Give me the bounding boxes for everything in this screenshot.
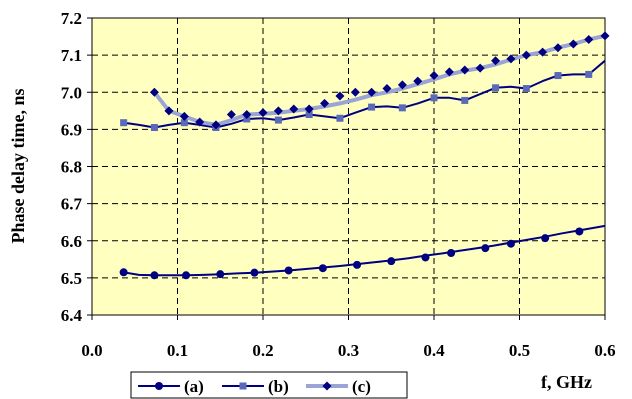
data-point [506,54,516,64]
legend-item-c: (c) [306,377,371,396]
series-group [119,31,610,280]
data-point [398,104,406,112]
data-point [226,110,236,120]
data-point [492,84,500,92]
data-point [461,96,469,104]
legend-item-b: (b) [222,377,289,396]
data-point [164,106,174,116]
y-axis-title: Phase delay time, ns [8,89,28,244]
data-point [304,104,314,114]
data-point [318,264,327,273]
data-point [522,85,530,93]
grid-lines [92,18,605,315]
x-tick-label: 0.4 [423,341,445,360]
data-point [521,50,531,60]
data-point [382,84,392,94]
data-point [353,260,362,269]
legend-label: (a) [184,377,204,396]
x-tick-label: 0.2 [252,341,273,360]
y-tick-label: 7.0 [61,83,82,102]
data-point [119,268,128,277]
y-tick-label: 6.6 [61,232,82,251]
data-point [584,35,594,45]
data-point [481,244,490,253]
x-tick-label: 0.6 [594,341,615,360]
data-point [195,117,205,127]
data-point [120,119,128,127]
data-point [180,119,188,127]
data-point [320,98,330,108]
y-axis-ticks: 6.4 6.5 6.6 6.7 6.8 6.9 7.0 7.1 7.2 [61,9,92,325]
legend: (a) (b) (c) [138,377,371,396]
data-point [305,111,313,119]
y-tick-label: 6.9 [61,120,82,139]
x-axis-ticks: 0.0 0.1 0.2 0.3 0.4 0.5 0.6 [81,315,616,360]
data-point [460,65,470,75]
data-point [367,87,377,97]
data-point [541,234,550,243]
data-point [421,253,430,262]
data-point [491,56,501,66]
data-point [554,72,562,80]
data-point [444,67,454,77]
data-point [211,120,221,130]
data-point [335,91,345,101]
series-b [120,59,606,132]
x-tick-label: 0.1 [167,341,188,360]
data-point [216,270,225,279]
legend-marker [239,382,247,390]
data-point [250,268,259,277]
legend-marker [155,382,163,390]
data-point [284,266,293,275]
data-point [150,124,158,132]
series-c [149,31,610,130]
data-point [149,87,159,97]
data-point [600,31,610,41]
series-a [119,224,606,280]
x-axis-title: f, GHz [541,372,592,392]
legend-marker [322,381,332,391]
x-tick-label: 0.0 [81,341,102,360]
data-point [336,114,344,122]
data-point [242,110,252,120]
data-point [553,43,563,53]
y-tick-label: 6.4 [61,306,83,325]
data-point [387,257,396,266]
data-point [273,106,283,116]
data-point [182,271,191,280]
data-point [429,71,439,81]
y-tick-label: 6.8 [61,158,82,177]
legend-label: (b) [268,377,289,396]
data-point [350,87,360,97]
data-point [568,39,578,49]
y-tick-label: 6.7 [61,195,83,214]
x-tick-label: 0.5 [509,341,530,360]
data-point [289,104,299,114]
legend-label: (c) [352,377,371,396]
data-point [258,108,268,118]
data-point [274,116,282,124]
data-point [538,47,548,57]
data-point [179,111,189,121]
data-point [475,63,485,73]
legend-item-a: (a) [138,377,204,396]
data-point [413,76,423,86]
data-point [585,70,593,78]
y-tick-label: 7.1 [61,46,82,65]
data-point [397,80,407,90]
data-point [575,227,584,236]
data-point [506,239,515,248]
data-point [447,249,456,258]
y-tick-label: 6.5 [61,269,82,288]
y-tick-label: 7.2 [61,9,82,28]
x-tick-label: 0.3 [338,341,359,360]
data-point [150,271,159,280]
data-point [430,94,438,102]
data-point [368,103,376,111]
